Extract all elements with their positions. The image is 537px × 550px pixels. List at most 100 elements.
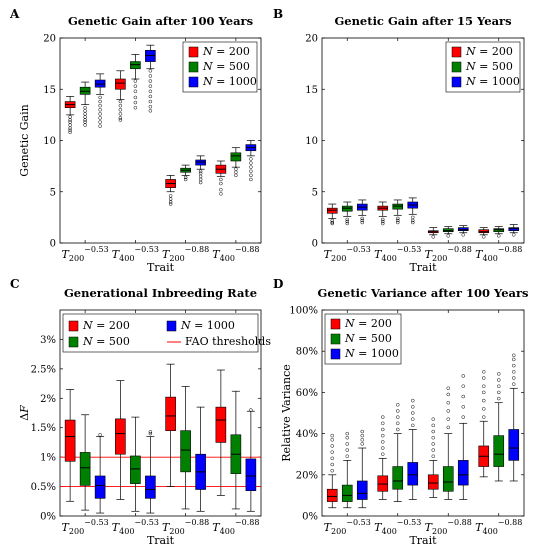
outlier-point (148, 94, 153, 99)
box-1-3 (165, 175, 176, 206)
outlier-point (148, 69, 153, 73)
x-tick-label-sup: −0.53 (84, 245, 109, 254)
box-1-4 (215, 160, 227, 196)
legend-swatch (68, 320, 79, 332)
legend-label-rest: = 500 (476, 60, 513, 73)
box-body (392, 466, 404, 490)
outlier-point (133, 105, 138, 110)
outlier-point (411, 398, 415, 403)
x-tick-label-letter: T (162, 248, 171, 261)
box-body (180, 430, 191, 473)
box-2-3 (180, 164, 191, 182)
box-3-2 (145, 44, 156, 113)
legend-label-var: N (465, 60, 476, 73)
box-3-4 (245, 408, 257, 512)
x-tick-label-letter: T (324, 521, 333, 534)
box-1-3 (165, 363, 176, 487)
y-tick-label: 80% (296, 347, 318, 358)
x-tick-label-letter: T (475, 248, 484, 261)
panel-B: B Genetic Gain after 15 Years05101520T200… (273, 7, 525, 274)
box-2-4 (493, 372, 505, 482)
outlier-point (249, 177, 253, 182)
box-body (457, 460, 469, 486)
outlier-point (345, 435, 349, 440)
box-body (115, 418, 126, 455)
outlier-point (148, 430, 153, 434)
legend-label-var: N (180, 319, 191, 332)
outlier-point (83, 115, 87, 119)
outlier-point (482, 235, 486, 239)
legend-threshold-label: FAO thresholds (185, 335, 271, 348)
box-body (392, 203, 404, 210)
x-tick-label: T400−0.88 (475, 245, 522, 263)
outlier-point (133, 100, 138, 105)
chart-title: Genetic Gain after 100 Years (68, 14, 253, 28)
box-body (356, 480, 368, 500)
legend-label-var: N (344, 317, 355, 330)
outlier-point (133, 95, 138, 100)
outlier-point (360, 220, 364, 225)
outlier-point (330, 220, 334, 225)
x-tick-label: T200−0.53 (62, 245, 109, 263)
outlier-point (234, 170, 238, 175)
legend-label-rest: = 200 (476, 45, 513, 58)
outlier-point (482, 398, 486, 403)
outlier-point (381, 421, 385, 426)
x-tick-label-sup: −0.88 (447, 245, 472, 254)
outlier-point (381, 440, 385, 444)
legend-label-var: N (82, 335, 93, 348)
x-tick-label-sup: −0.53 (397, 518, 422, 527)
box-body (326, 488, 338, 502)
box-2-1 (79, 414, 91, 511)
box-3-4 (508, 353, 520, 482)
outlier-point (396, 427, 400, 432)
outlier-point (198, 177, 203, 182)
box-body (94, 475, 106, 499)
outlier-point (330, 444, 334, 448)
y-tick-label: 15 (305, 85, 318, 96)
x-tick-label-sup: −0.53 (134, 518, 159, 527)
box-body (493, 435, 505, 467)
box-2-1 (79, 81, 91, 127)
box-3-3 (195, 155, 206, 185)
outlier-point (461, 415, 465, 419)
legend-swatch (330, 333, 341, 345)
outlier-point (512, 353, 516, 358)
x-tick-label-sub: 200 (169, 254, 184, 263)
legend-label-rest: = 1000 (355, 347, 399, 360)
legend-swatch (188, 76, 199, 88)
box-3-3 (457, 374, 469, 500)
x-axis-label: Trait (409, 534, 437, 547)
outlier-point (183, 175, 188, 180)
outlier-point (183, 177, 188, 182)
outlier-point (249, 157, 253, 161)
legend-swatch (451, 61, 462, 73)
outlier-point (396, 220, 400, 225)
x-tick-label: T400−0.88 (212, 245, 259, 263)
y-tick-label: 5 (50, 187, 56, 198)
outlier-point (330, 450, 334, 454)
x-tick-label-sub: 200 (331, 254, 346, 263)
outlier-point (497, 378, 501, 382)
x-tick-label-sub: 400 (220, 254, 235, 263)
outlier-point (234, 167, 238, 171)
outlier-point (446, 417, 450, 421)
x-tick-label-sup: −0.88 (447, 518, 472, 527)
outlier-point (396, 409, 400, 413)
outlier-point (345, 431, 349, 436)
y-tick-label: 20 (305, 34, 318, 45)
box-body (94, 79, 106, 88)
outlier-point (330, 456, 334, 461)
x-tick-label-letter: T (62, 248, 71, 261)
x-tick-label-letter: T (374, 521, 383, 534)
outlier-point (497, 384, 501, 388)
legend-label-var: N (344, 332, 355, 345)
x-tick-label-letter: T (425, 521, 434, 534)
x-tick-label-sup: −0.88 (235, 518, 260, 527)
legend-label-var: N (202, 60, 213, 73)
outlier-point (133, 89, 138, 94)
x-tick-label: T400−0.88 (212, 518, 259, 536)
panel-label: A (9, 7, 20, 21)
